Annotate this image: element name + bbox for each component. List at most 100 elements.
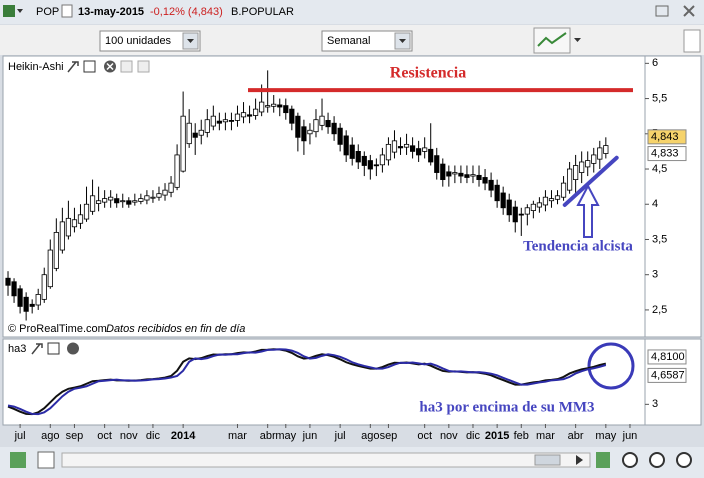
y-tick-label: 4 bbox=[652, 198, 658, 210]
restore-button[interactable] bbox=[655, 5, 669, 17]
highlight-circle bbox=[587, 342, 635, 390]
tool-icon[interactable] bbox=[596, 452, 610, 468]
candle-body bbox=[313, 119, 319, 133]
tool-icon[interactable] bbox=[37, 451, 55, 469]
x-tick-label: mar bbox=[228, 430, 247, 442]
candle-body bbox=[506, 199, 512, 216]
y-tick-label: 4,5 bbox=[652, 163, 667, 175]
candle-body bbox=[252, 108, 259, 116]
wrench-icon[interactable] bbox=[31, 343, 43, 355]
chart-type-icon bbox=[537, 32, 567, 47]
candle-body bbox=[5, 277, 11, 286]
x-tick-label: sep bbox=[380, 430, 398, 442]
x-tick-label: oct bbox=[97, 430, 112, 442]
symbol-menu[interactable] bbox=[17, 9, 23, 13]
candle-body bbox=[494, 184, 500, 202]
quantity-dropdown[interactable] bbox=[99, 30, 201, 52]
close-icon[interactable] bbox=[67, 342, 79, 355]
zoom-in[interactable] bbox=[676, 452, 692, 468]
x-tick-label: jul bbox=[334, 430, 346, 442]
x-tick-label: mar bbox=[536, 430, 555, 442]
candle-body bbox=[126, 200, 132, 205]
scroll-thumb[interactable] bbox=[534, 454, 561, 466]
candle-body bbox=[597, 147, 603, 160]
candle-body bbox=[29, 303, 35, 307]
candle-body bbox=[289, 108, 295, 124]
x-tick-label: ago bbox=[41, 430, 59, 442]
candle-body bbox=[403, 143, 410, 148]
candle-body bbox=[174, 154, 180, 188]
candle-body bbox=[53, 232, 59, 269]
candle-body bbox=[325, 120, 331, 128]
candle-body bbox=[482, 177, 488, 184]
period-dropdown[interactable] bbox=[321, 30, 413, 52]
window-icon[interactable] bbox=[47, 342, 60, 355]
candle-body bbox=[319, 115, 325, 126]
candle-body bbox=[102, 198, 108, 203]
candle-body bbox=[246, 114, 253, 117]
y-tick-label: 3,5 bbox=[652, 233, 667, 245]
window-icon[interactable] bbox=[83, 60, 96, 73]
candle-body bbox=[150, 196, 156, 199]
info-icon[interactable] bbox=[61, 4, 73, 18]
period: Semanal bbox=[327, 35, 370, 47]
candle-body bbox=[89, 195, 96, 212]
price-axis bbox=[644, 55, 702, 338]
x-tick-label: jun bbox=[302, 430, 318, 442]
x-tick-label: feb bbox=[514, 430, 529, 442]
candle-body bbox=[47, 249, 53, 288]
x-tick-label: sep bbox=[66, 430, 84, 442]
candle-body bbox=[361, 155, 367, 166]
candle-body bbox=[470, 174, 476, 177]
dropdown-arrow[interactable] bbox=[574, 38, 581, 42]
candle-body bbox=[265, 105, 271, 108]
move-icon[interactable] bbox=[137, 60, 150, 73]
zoom-icon[interactable] bbox=[622, 452, 638, 468]
chart-type-button[interactable] bbox=[533, 27, 571, 54]
candle-body bbox=[579, 161, 585, 173]
settings-button[interactable] bbox=[683, 29, 701, 53]
candle-body bbox=[222, 119, 229, 123]
change: -0,12% (4,843) bbox=[150, 6, 223, 18]
candle-body bbox=[71, 219, 78, 228]
candle-body bbox=[585, 160, 591, 168]
price-label: 4,843 bbox=[651, 131, 679, 143]
x-tick-label: abr bbox=[568, 430, 584, 442]
candle-body bbox=[114, 198, 120, 204]
annotation: Resistencia bbox=[390, 65, 466, 82]
panel-title: Heikin-Ashi bbox=[8, 61, 64, 73]
x-tick-label: may bbox=[275, 430, 296, 442]
scrollbar[interactable] bbox=[61, 452, 591, 468]
copyright: © ProRealTime.com bbox=[8, 323, 107, 335]
trend-line bbox=[562, 155, 619, 207]
candle-body bbox=[512, 206, 518, 223]
trend-arrow bbox=[576, 183, 600, 238]
app-icon[interactable] bbox=[3, 5, 15, 17]
candle-body bbox=[422, 147, 428, 152]
candle-body bbox=[23, 296, 29, 312]
candle-body bbox=[337, 127, 343, 145]
panel-title: ha3 bbox=[8, 343, 26, 355]
y-tick-label: 6 bbox=[652, 57, 658, 69]
y-tick-label: 3 bbox=[652, 269, 658, 281]
candle-body bbox=[271, 103, 277, 107]
instrument-name: B.POPULAR bbox=[231, 6, 294, 18]
zoom-out[interactable] bbox=[649, 452, 665, 468]
move-icon[interactable] bbox=[120, 60, 133, 73]
candle-body bbox=[603, 145, 609, 154]
close-button[interactable] bbox=[683, 5, 695, 17]
wrench-icon[interactable] bbox=[67, 61, 79, 73]
scroll-right[interactable] bbox=[576, 455, 583, 465]
candle-body bbox=[162, 189, 168, 196]
price-label-box bbox=[647, 367, 687, 383]
candle-body bbox=[17, 288, 23, 307]
candle-body bbox=[452, 172, 458, 175]
candle-body bbox=[518, 213, 524, 216]
candle-body bbox=[416, 148, 422, 156]
price-label: 4,833 bbox=[651, 147, 679, 159]
tool-icon[interactable] bbox=[10, 452, 26, 468]
x-tick-label: 2014 bbox=[171, 430, 196, 442]
candle-body bbox=[367, 160, 373, 170]
candle-body bbox=[95, 200, 102, 204]
price-label: 4,8100 bbox=[651, 351, 685, 363]
